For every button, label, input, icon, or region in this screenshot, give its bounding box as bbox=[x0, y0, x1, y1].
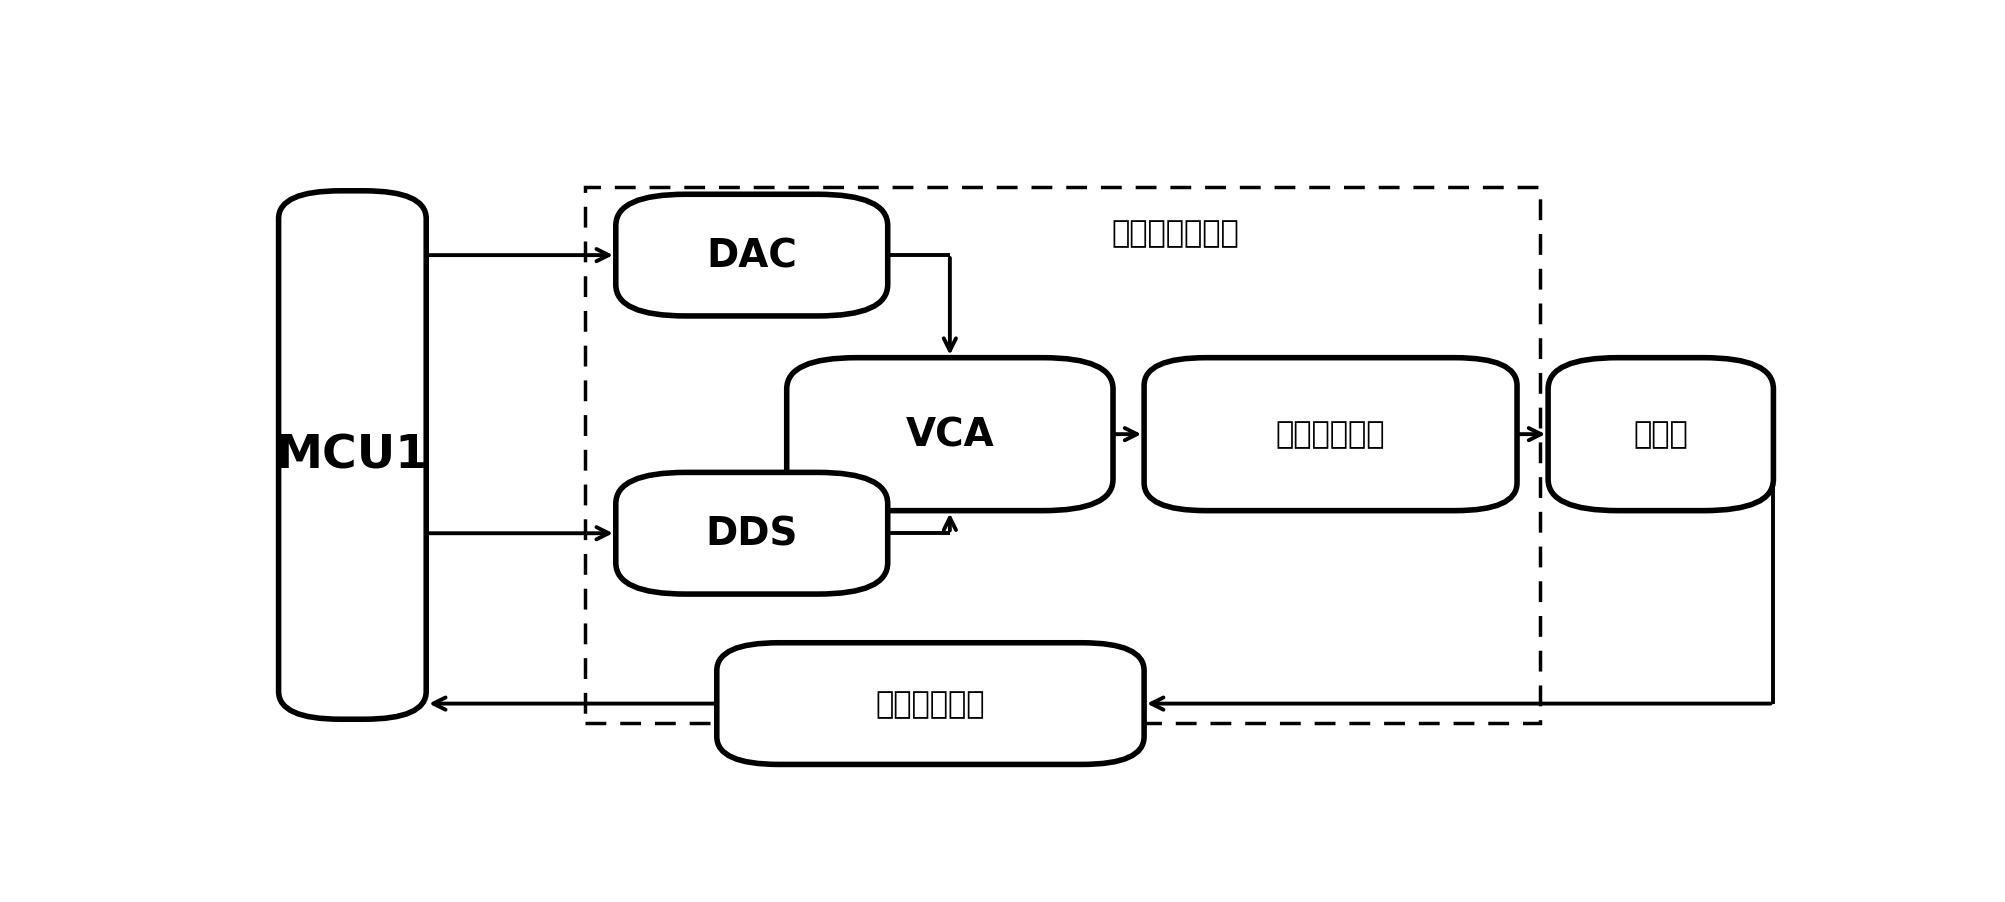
FancyBboxPatch shape bbox=[279, 191, 427, 720]
FancyBboxPatch shape bbox=[1145, 358, 1518, 511]
FancyBboxPatch shape bbox=[716, 643, 1145, 765]
FancyBboxPatch shape bbox=[1548, 358, 1772, 511]
Text: VCA: VCA bbox=[906, 416, 994, 454]
Text: 信号电平控制器: 信号电平控制器 bbox=[1111, 219, 1239, 248]
Text: MCU1: MCU1 bbox=[277, 433, 429, 478]
FancyBboxPatch shape bbox=[616, 473, 888, 594]
FancyBboxPatch shape bbox=[616, 195, 888, 317]
Text: 正弦波: 正弦波 bbox=[1634, 420, 1688, 449]
Text: 信号幅度检测: 信号幅度检测 bbox=[876, 689, 984, 718]
FancyBboxPatch shape bbox=[786, 358, 1113, 511]
Text: DDS: DDS bbox=[706, 515, 798, 553]
Text: 轨到轨放大器: 轨到轨放大器 bbox=[1275, 420, 1385, 449]
Text: DAC: DAC bbox=[706, 237, 798, 275]
